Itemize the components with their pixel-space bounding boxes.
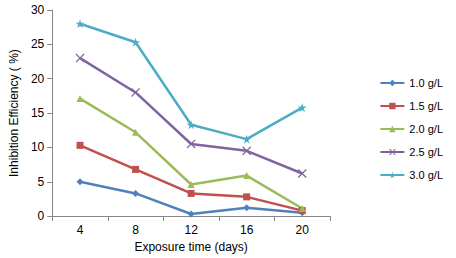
svg-text:10: 10 (31, 140, 45, 154)
svg-text:1.0 g/L: 1.0 g/L (409, 77, 443, 89)
svg-text:Exposure time (days): Exposure time (days) (134, 240, 247, 254)
svg-text:2.0 g/L: 2.0 g/L (409, 123, 443, 135)
svg-text:1.5 g/L: 1.5 g/L (409, 100, 443, 112)
svg-text:3.0 g/L: 3.0 g/L (409, 169, 443, 181)
svg-text:20: 20 (296, 223, 310, 237)
svg-text:5: 5 (38, 175, 45, 189)
svg-text:0: 0 (38, 209, 45, 223)
svg-text:12: 12 (184, 223, 198, 237)
svg-text:Inhibition Efficiency ( %): Inhibition Efficiency ( %) (7, 49, 21, 177)
svg-text:15: 15 (31, 106, 45, 120)
svg-text:2.5 g/L: 2.5 g/L (409, 146, 443, 158)
svg-text:30: 30 (31, 3, 45, 17)
svg-text:20: 20 (31, 72, 45, 86)
svg-text:25: 25 (31, 37, 45, 51)
svg-text:4: 4 (77, 223, 84, 237)
svg-text:8: 8 (132, 223, 139, 237)
svg-text:16: 16 (240, 223, 254, 237)
